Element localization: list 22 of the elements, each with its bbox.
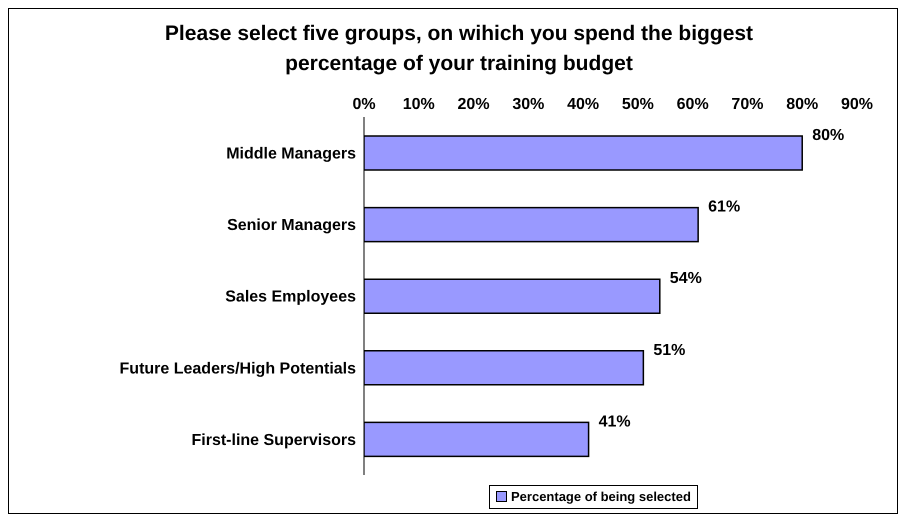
x-tick-label: 90% [840,96,874,113]
y-tick-label: Future Leaders/High Potentials [120,360,356,378]
x-tick-label: 40% [567,96,600,113]
data-label: 51% [653,342,686,359]
x-tick-label: 70% [731,96,764,113]
data-label: 61% [708,198,740,216]
x-tick-label: 50% [622,96,654,113]
data-label: 80% [812,127,844,144]
x-tick-label: 0% [352,96,376,113]
legend-label: Percentage of being selected [510,489,691,504]
x-tick-label: 60% [676,96,709,113]
x-tick-label: 30% [512,96,544,113]
y-tick-label: First-line Supervisors [192,432,356,449]
x-tick-label: 10% [402,96,435,113]
y-tick-label: Senior Managers [227,217,356,234]
x-tick-label: 80% [786,96,818,113]
x-tick-label: 20% [458,96,490,113]
y-tick-label: Middle Managers [226,145,356,162]
y-tick-label: Sales Employees [225,288,356,306]
data-label: 41% [598,413,631,430]
chart-title: Please select five groups, on wihich you spend the biggest percentage of your training budget [164,21,754,77]
data-label: 54% [670,270,702,288]
